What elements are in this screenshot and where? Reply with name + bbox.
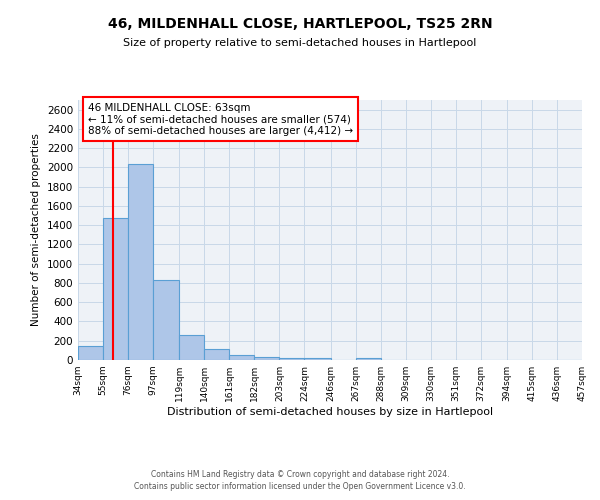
Bar	[204, 350, 229, 360]
Text: 46 MILDENHALL CLOSE: 63sqm
← 11% of semi-detached houses are smaller (574)
88% o: 46 MILDENHALL CLOSE: 63sqm ← 11% of semi…	[88, 102, 353, 136]
Bar	[304, 358, 331, 360]
Bar	[128, 164, 153, 360]
Text: Contains HM Land Registry data © Crown copyright and database right 2024.: Contains HM Land Registry data © Crown c…	[151, 470, 449, 479]
Bar	[153, 280, 179, 360]
Bar	[280, 358, 304, 360]
Bar	[78, 346, 103, 360]
Y-axis label: Number of semi-detached properties: Number of semi-detached properties	[31, 134, 41, 326]
Text: Contains public sector information licensed under the Open Government Licence v3: Contains public sector information licen…	[134, 482, 466, 491]
Bar	[229, 354, 254, 360]
Text: Size of property relative to semi-detached houses in Hartlepool: Size of property relative to semi-detach…	[124, 38, 476, 48]
Bar	[179, 336, 204, 360]
Bar	[103, 218, 128, 360]
X-axis label: Distribution of semi-detached houses by size in Hartlepool: Distribution of semi-detached houses by …	[167, 407, 493, 417]
Bar	[356, 358, 380, 360]
Text: 46, MILDENHALL CLOSE, HARTLEPOOL, TS25 2RN: 46, MILDENHALL CLOSE, HARTLEPOOL, TS25 2…	[107, 18, 493, 32]
Bar	[254, 357, 280, 360]
